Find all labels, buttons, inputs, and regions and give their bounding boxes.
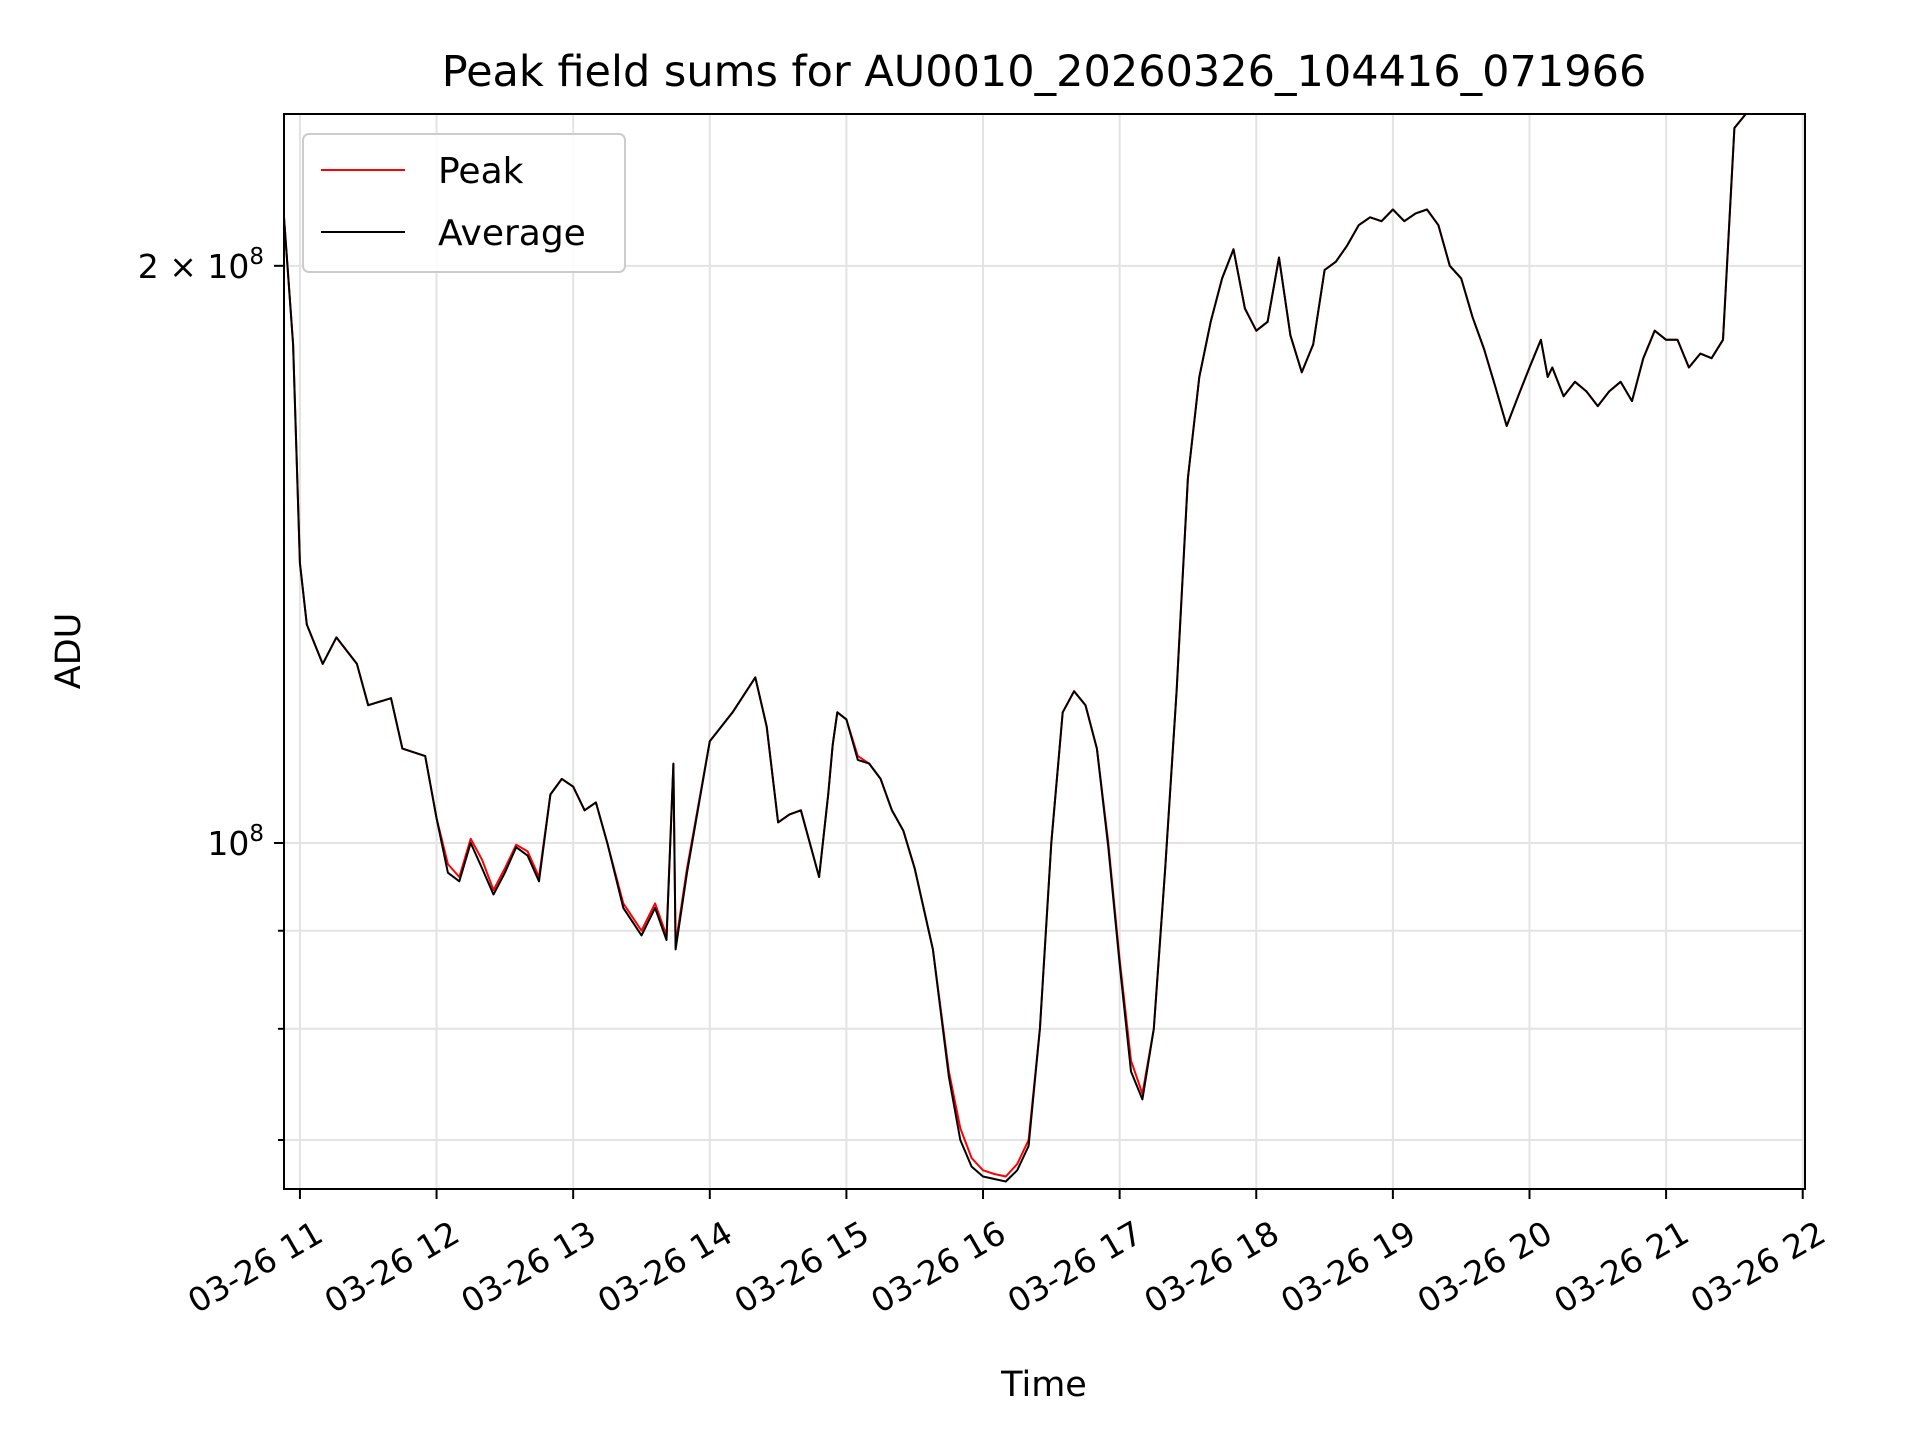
y-tick-label-1: 108 [207, 821, 264, 863]
x-axis-label: Time [1000, 1365, 1087, 1405]
series-layer [283, 113, 1747, 1183]
legend: Peak Average [302, 133, 626, 273]
y-tick-exponent-0: 8 [249, 244, 264, 270]
legend-label-peak: Peak [438, 151, 524, 192]
y-tick-mantissa-0: 2 × 10 [138, 247, 250, 286]
y-tick-mantissa-1: 10 [207, 824, 249, 863]
plot-frame [283, 113, 1806, 1190]
legend-label-average: Average [438, 213, 586, 254]
legend-box [302, 133, 626, 273]
chart-title: Peak field sums for AU0010_20260326_1044… [442, 47, 1647, 97]
y-tick-exponent-1: 8 [249, 821, 264, 847]
series-line-average [283, 113, 1747, 1183]
grid-layer [284, 114, 1805, 1189]
y-axis-label: ADU [49, 613, 89, 690]
y-tick-label-0: 2 × 108 [138, 244, 264, 286]
